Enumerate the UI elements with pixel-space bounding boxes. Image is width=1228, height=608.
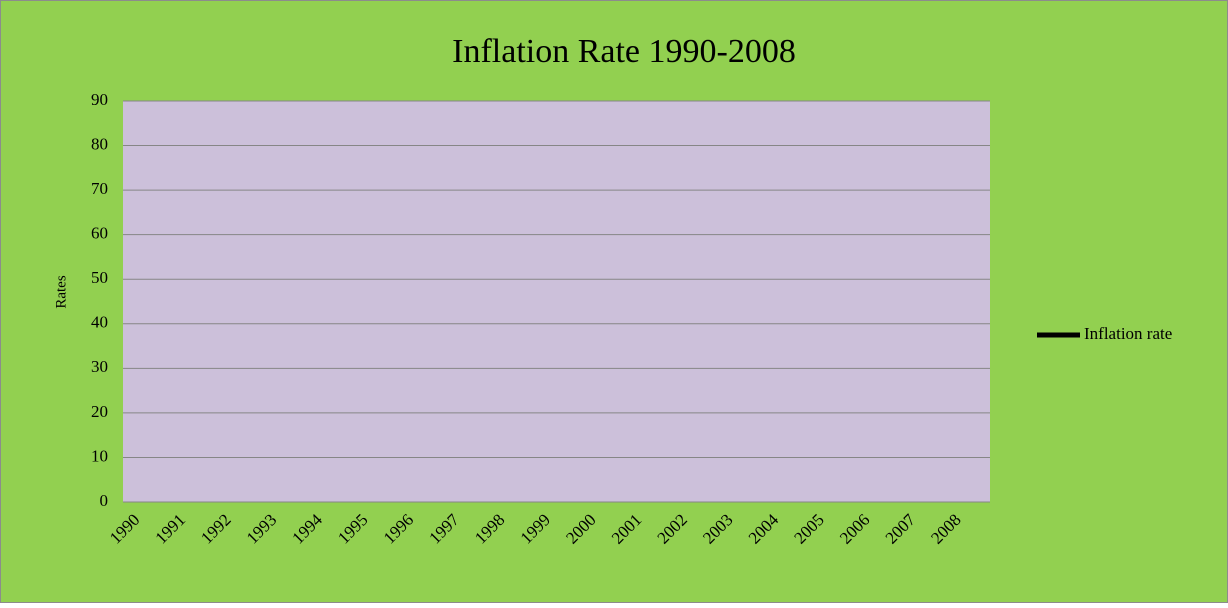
y-tick-label: 50 [91,268,108,287]
y-tick-label: 70 [91,179,108,198]
y-axis-label: Rates [53,275,69,308]
y-tick-label: 30 [91,357,108,376]
y-tick-label: 40 [91,313,108,332]
plot-area [123,101,990,502]
y-tick-label: 0 [100,491,109,510]
y-tick-label: 90 [91,90,108,109]
y-tick-label: 20 [91,402,108,421]
y-tick-label: 60 [91,224,108,243]
chart-title: Inflation Rate 1990-2008 [452,33,796,70]
y-tick-label: 10 [91,446,108,465]
legend-label: Inflation rate [1084,324,1172,343]
y-tick-label: 80 [91,134,108,153]
